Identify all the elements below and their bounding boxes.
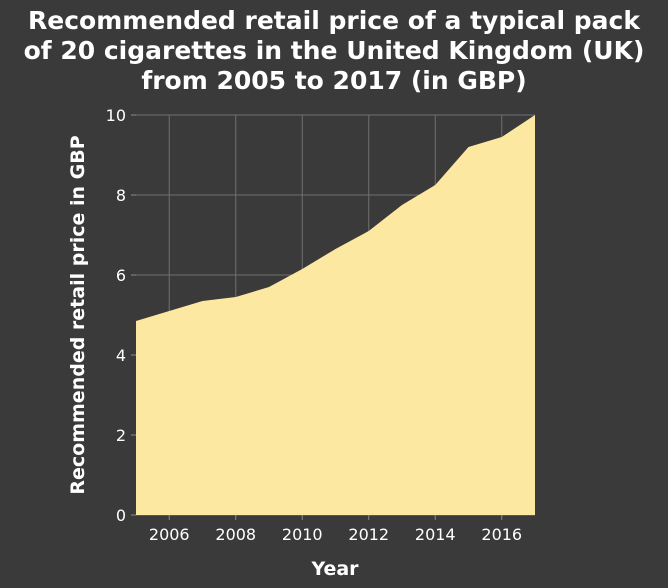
y-tick-label: 2 (116, 426, 126, 445)
x-tick-label: 2006 (149, 525, 190, 544)
x-tick-label: 2008 (215, 525, 256, 544)
tick-labels: 2006 2008 2010 2012 2014 2016 0 2 4 6 8 10 (106, 106, 522, 544)
plot-area (136, 115, 535, 515)
y-tick-label: 6 (116, 266, 126, 285)
chart-title-line-2: of 20 cigarettes in the United Kingdom (… (24, 36, 645, 65)
y-tick-label: 4 (116, 346, 126, 365)
x-tick-label: 2010 (282, 525, 323, 544)
y-tick-label: 0 (116, 506, 126, 525)
y-tick-label: 10 (106, 106, 126, 125)
chart-title-line-3: from 2005 to 2017 (in GBP) (141, 66, 526, 95)
y-tick-label: 8 (116, 186, 126, 205)
chart-title-line-1: Recommended retail price of a typical pa… (28, 6, 641, 35)
x-tick-label: 2012 (348, 525, 389, 544)
x-axis-title: Year (310, 558, 359, 580)
x-tick-label: 2016 (481, 525, 522, 544)
x-tick-label: 2014 (415, 525, 456, 544)
y-axis-title: Recommended retail price in GBP (67, 135, 89, 494)
price-area (136, 115, 535, 515)
